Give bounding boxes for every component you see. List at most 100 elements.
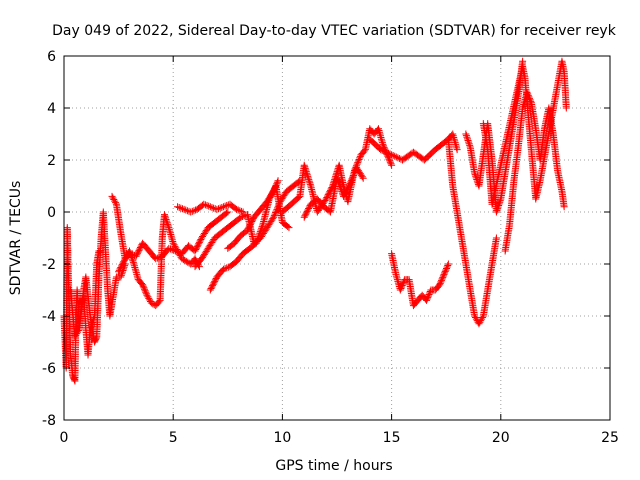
data-point [175,203,183,211]
data-point [174,203,182,211]
data-point [332,171,340,179]
data-point [472,174,480,182]
data-point [302,209,310,217]
data-point [74,327,82,335]
data-point [272,209,280,217]
data-point [343,185,351,193]
data-point [109,194,117,202]
data-point [471,312,479,320]
data-point [303,207,311,215]
data-point [424,293,432,301]
data-point [209,280,217,288]
grid-lines [64,56,610,420]
data-point [391,152,399,160]
data-point [321,196,329,204]
data-point [301,163,309,171]
data-point [254,234,262,242]
data-point [396,286,404,294]
data-point [144,293,152,301]
data-point [383,149,391,157]
data-point [166,245,174,253]
data-point [472,172,480,180]
data-point [142,288,150,296]
data-point [155,254,163,261]
data-point [205,202,213,210]
x-tick-label: 10 [273,430,291,446]
data-point [190,207,198,215]
data-point [258,224,266,232]
x-tick-label: 5 [169,430,178,446]
x-tick-label: 25 [601,430,619,446]
data-point [379,140,387,148]
data-point [386,157,394,165]
data-point [203,202,211,209]
data-point [495,202,503,209]
data-point [356,152,364,160]
data-point [494,203,502,211]
data-point [116,265,124,273]
data-point [335,181,343,189]
data-point [269,189,277,197]
data-point [334,176,342,184]
data-point [462,130,470,138]
data-point [300,161,308,169]
data-point [129,257,137,265]
data-point [133,251,141,259]
data-point [258,223,266,231]
data-point [134,249,142,257]
data-point [399,280,407,288]
data-point [271,184,279,192]
data-point [271,210,279,218]
data-point [272,183,280,191]
data-point [453,146,461,154]
data-point [183,207,191,215]
data-point [305,205,313,213]
data-point [211,277,219,285]
data-point [304,206,312,214]
data-point [155,298,163,306]
x-tick-label: 20 [492,430,510,446]
data-point [132,252,140,260]
data-point [117,263,125,271]
data-point [477,317,485,325]
data-point [425,290,433,298]
data-point [136,245,144,253]
data-point [178,205,186,213]
data-point [168,246,176,254]
data-point [135,246,143,254]
data-point [360,147,368,155]
data-point [471,169,479,177]
y-tick-labels: -8 -6 -4 -2 0 2 4 6 [42,49,56,429]
data-point [126,250,134,258]
data-point [398,282,406,290]
data-point [439,272,447,280]
data-point [306,180,314,188]
data-point [206,286,214,294]
data-point [471,171,479,179]
plot-frame [63,55,611,421]
data-point [444,261,452,269]
data-point [381,148,389,156]
data-point [386,150,394,158]
y-tick-label: -8 [42,413,56,429]
data-point [71,333,79,341]
data-point [386,158,394,166]
data-point [295,194,303,202]
data-point [334,178,342,186]
data-point [272,181,280,189]
data-point [304,174,312,182]
data-point [164,222,172,230]
data-point [244,225,252,233]
data-point [161,212,169,220]
data-point [492,208,500,216]
data-point [173,248,181,256]
y-tick-label: -2 [42,257,56,273]
data-point [380,147,388,155]
data-point [169,239,177,247]
data-point [246,222,254,230]
data-point [170,246,178,254]
data-point [269,215,277,223]
data-point [496,197,504,205]
